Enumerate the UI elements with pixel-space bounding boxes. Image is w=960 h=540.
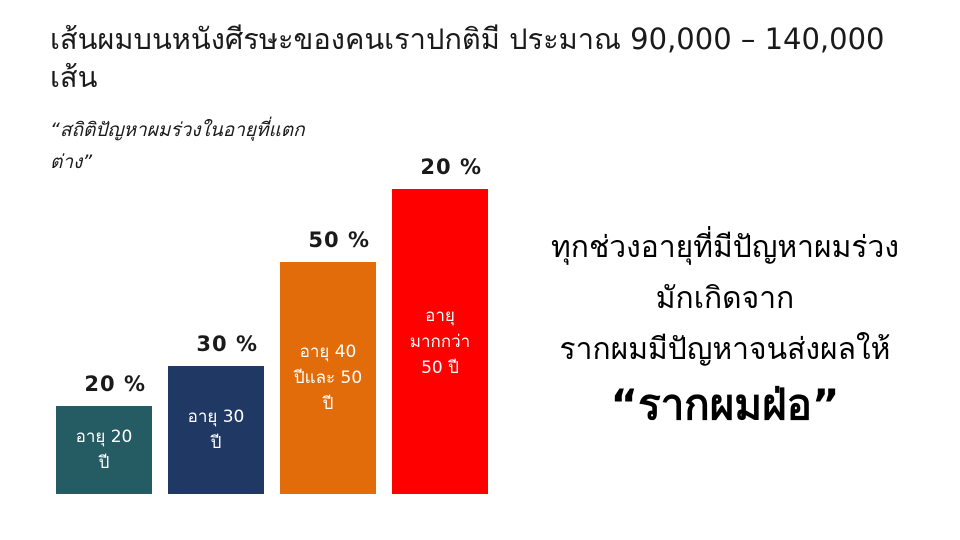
- bar: อายุ 30 ปี: [168, 366, 264, 494]
- bar-label-line: ปี: [210, 433, 222, 453]
- message-line: รากผมมีปัญหาจนส่งผลให้: [559, 332, 891, 367]
- bar-label-line: ปี: [98, 453, 110, 473]
- chart-subtitle: “สถิติปัญหาผมร่วงในอายุที่แตกต่าง”: [50, 119, 305, 173]
- bar: อายุมากกว่า 50 ปี: [392, 189, 488, 494]
- bar-label: อายุมากกว่า 50 ปี: [410, 303, 470, 381]
- bar-label-line: อายุ: [425, 305, 455, 326]
- value-label: 30 %: [196, 332, 258, 356]
- bar-label: อายุ 30 ปี: [188, 404, 245, 456]
- bar-label: อายุ 20 ปี: [76, 424, 133, 476]
- message-line: มักเกิดจาก: [655, 281, 795, 316]
- bar-label-line: ปีและ 50: [293, 368, 363, 388]
- bar-label-line: อายุ 20: [75, 427, 133, 447]
- message-line: ทุกช่วงอายุที่มีปัญหาผมร่วง: [551, 230, 899, 265]
- value-label: 20 %: [84, 372, 146, 396]
- value-label: 20 %: [420, 155, 482, 179]
- slide-title: เส้นผมบนหนังศีรษะของคนเราปกติมี ประมาณ 9…: [50, 22, 885, 94]
- bar-label-line: ปี: [322, 394, 334, 414]
- value-label: 50 %: [308, 228, 370, 252]
- bar: อายุ 40 ปีและ 50 ปี: [280, 262, 376, 494]
- bar-label-line: 50 ปี: [421, 357, 459, 378]
- bar-label-line: มากกว่า: [409, 331, 471, 352]
- message: ทุกช่วงอายุที่มีปัญหาผมร่วงมักเกิดจากราก…: [500, 222, 950, 435]
- bar-label: อายุ 40 ปีและ 50 ปี: [294, 339, 362, 417]
- bar: อายุ 20 ปี: [56, 406, 152, 494]
- bar-label-line: อายุ 40: [299, 342, 357, 362]
- bar-label-line: อายุ 30: [187, 407, 245, 427]
- message-emphasis: “รากผมฝ่อ”: [610, 380, 840, 429]
